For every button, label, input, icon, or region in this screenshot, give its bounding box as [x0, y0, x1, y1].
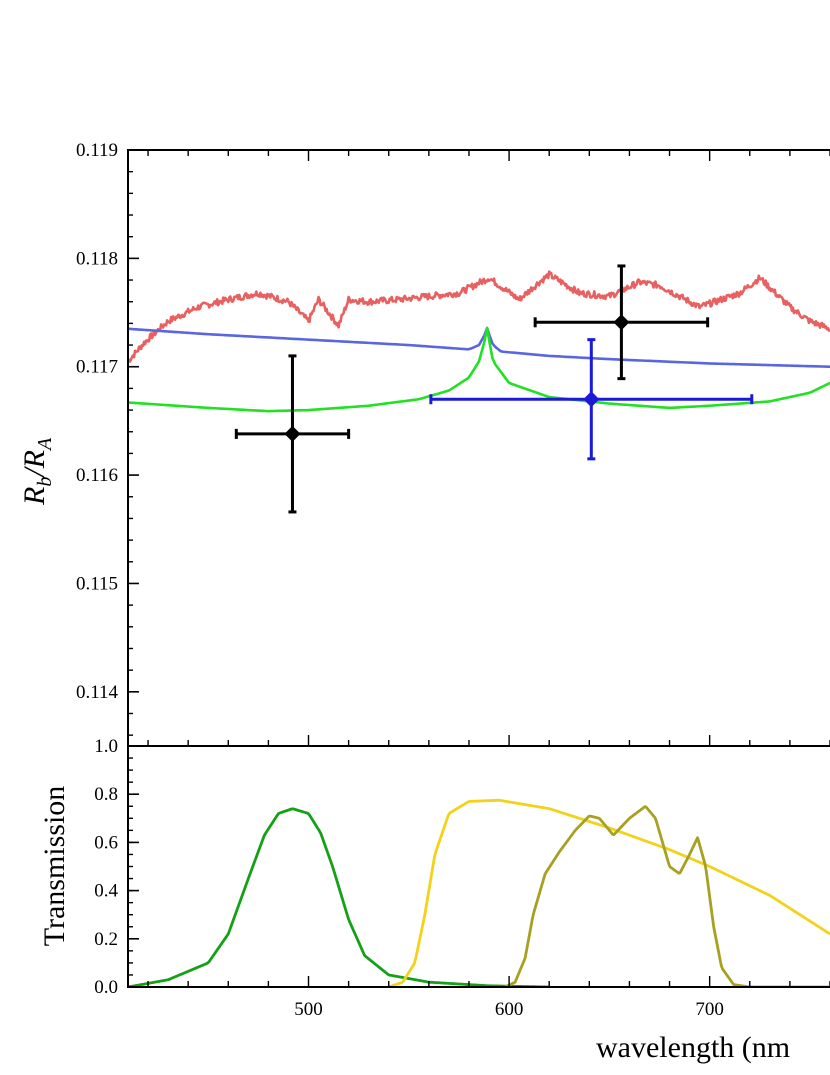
data-point-1 — [533, 264, 710, 381]
bottom-y-tick-label-1: 0.2 — [94, 929, 118, 950]
ylabel-base2: R — [18, 450, 51, 469]
top-y-axis-label: Rb/RA — [18, 437, 56, 506]
x-tick-label-0: 500 — [294, 999, 323, 1020]
ylabel-base1: R — [18, 487, 51, 506]
bottom-y-tick-label-3: 0.6 — [94, 832, 118, 853]
bottom-y-axis-label: Transmission — [38, 786, 71, 947]
top-series-line-2 — [128, 326, 830, 413]
point-1-marker — [613, 314, 630, 331]
bottom-axes: 0.0 0.2 0.4 0.6 0.8 1.0 500 600 700 — [94, 736, 830, 1020]
bottom-y-tick-label-4: 0.8 — [94, 784, 118, 805]
x-tick-label-1: 600 — [495, 999, 524, 1020]
bottom-frame — [127, 745, 830, 988]
data-point-0 — [234, 354, 351, 514]
top-y-tick-label-1: 0.115 — [76, 573, 118, 594]
x-tick-label-2: 700 — [695, 999, 724, 1020]
top-series-group — [128, 270, 830, 413]
top-y-tick-label-3: 0.117 — [76, 357, 118, 378]
ylabel-slash: / — [18, 466, 51, 479]
point-0-marker — [284, 425, 301, 442]
point-2-marker — [583, 391, 600, 408]
bottom-y-tick-label-0: 0.0 — [94, 977, 118, 998]
filter-curve-1 — [388, 798, 830, 987]
data-point-2 — [429, 338, 754, 461]
bottom-series-group — [128, 798, 830, 987]
top-frame — [127, 149, 830, 747]
top-series-line-0 — [128, 270, 830, 363]
top-y-tick-label-4: 0.118 — [76, 248, 118, 269]
top-points-group — [234, 264, 754, 514]
bottom-panel: 0.0 0.2 0.4 0.6 0.8 1.0 500 600 700 Transmission… — [38, 736, 830, 1064]
filter-curve-0 — [128, 807, 550, 987]
top-axes: 0.114 0.115 0.116 0.117 0.118 0.119 — [76, 140, 830, 747]
ylabel-sub1: b — [34, 477, 56, 487]
filter-curve-2 — [504, 805, 830, 987]
top-y-tick-label-0: 0.114 — [76, 682, 119, 703]
x-axis-label: wavelength (nm — [596, 1031, 790, 1064]
top-y-tick-label-2: 0.116 — [76, 465, 118, 486]
bottom-y-tick-label-2: 0.4 — [94, 881, 118, 902]
top-y-tick-label-5: 0.119 — [76, 140, 118, 161]
bottom-y-tick-label-5: 1.0 — [94, 736, 118, 757]
top-series-line-1 — [128, 326, 830, 369]
ylabel-sub2: A — [34, 437, 56, 452]
